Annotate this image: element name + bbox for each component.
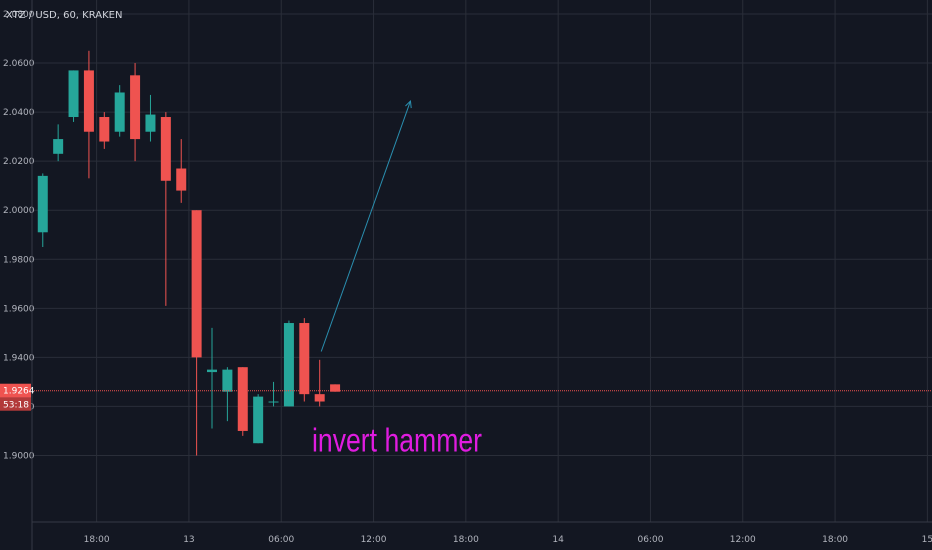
- x-tick-label: 06:00: [268, 535, 294, 545]
- last-price-tag: [0, 383, 31, 398]
- trend-arrow: [320, 100, 411, 352]
- candle-body: [176, 168, 187, 191]
- candle-body: [268, 401, 279, 403]
- y-tick-label: 1.9000: [3, 451, 35, 461]
- x-tick-label: 12:00: [361, 535, 387, 545]
- x-tick-label: 12:00: [730, 535, 756, 545]
- candle-body: [68, 70, 79, 118]
- last-price-label: 1.9264: [3, 387, 35, 397]
- y-tick-label: 2.0600: [3, 59, 35, 69]
- x-tick-label: 18:00: [84, 535, 110, 545]
- candle-body: [114, 92, 125, 132]
- candle-body: [160, 117, 171, 181]
- candle-body: [222, 369, 233, 392]
- candle-body: [83, 70, 94, 132]
- trend-arrow-head: [405, 99, 412, 109]
- symbol-title: XTZ / USD, 60, KRAKEN: [6, 10, 122, 21]
- candle-body: [314, 394, 325, 402]
- candle-body: [191, 210, 202, 358]
- grid: [32, 0, 932, 522]
- countdown-label: 53:18: [3, 401, 29, 411]
- candles: [37, 50, 341, 456]
- countdown-tag: [0, 397, 31, 411]
- y-tick-label: 2.0400: [3, 108, 35, 118]
- x-tick-label: 18:00: [453, 535, 479, 545]
- candle-body: [283, 323, 294, 407]
- annotation-label: invert hammer: [312, 422, 482, 459]
- x-tick-label: 14: [552, 535, 564, 545]
- candle-body: [53, 139, 64, 154]
- candle-body: [330, 384, 341, 392]
- x-tick-label: 13: [183, 535, 194, 545]
- y-tick-label: 1.9800: [3, 255, 35, 265]
- candle-body: [253, 396, 264, 444]
- y-tick-label: 2.0200: [3, 157, 35, 167]
- candle-body: [99, 117, 110, 142]
- candle-body: [130, 75, 141, 140]
- drawings: invert hammer: [32, 99, 932, 459]
- candle-body: [299, 323, 310, 395]
- x-tick-label: 06:00: [637, 535, 663, 545]
- y-tick-label: 2.0800: [3, 10, 35, 20]
- candle-body: [207, 369, 217, 373]
- candle-body: [145, 114, 156, 132]
- y-tick-label: 2.0000: [3, 206, 35, 216]
- y-tick-label: 1.9400: [3, 353, 35, 363]
- x-tick-label: 18:00: [822, 535, 848, 545]
- y-tick-label: 1.9600: [3, 304, 35, 314]
- candle-body: [37, 175, 48, 233]
- candle-body: [237, 367, 248, 431]
- x-tick-label: 15: [922, 535, 932, 545]
